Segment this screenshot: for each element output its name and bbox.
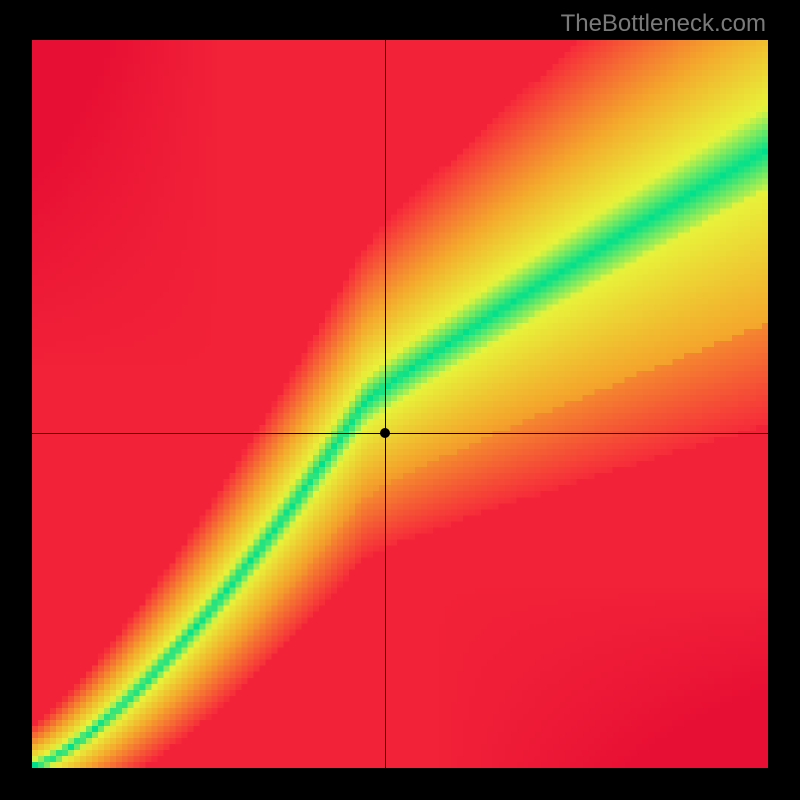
watermark-label: TheBottleneck.com bbox=[561, 10, 766, 38]
crosshair-horizontal bbox=[32, 433, 768, 434]
crosshair-vertical bbox=[385, 40, 386, 768]
bottleneck-heatmap bbox=[32, 40, 768, 768]
